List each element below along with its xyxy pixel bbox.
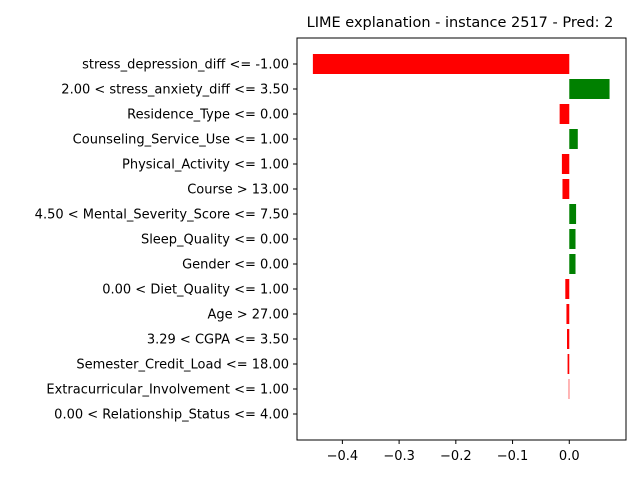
bar-1 xyxy=(569,79,610,99)
y-tick-label-9: 0.00 < Diet_Quality <= 1.00 xyxy=(102,283,289,298)
bar-0 xyxy=(312,54,570,74)
y-tick-label-10: Age > 27.00 xyxy=(207,308,289,323)
chart-title: LIME explanation - instance 2517 - Pred:… xyxy=(307,15,614,31)
y-tick-label-0: stress_depression_diff <= -1.00 xyxy=(82,58,289,73)
y-tick-label-3: Counseling_Service_Use <= 1.00 xyxy=(73,133,289,148)
x-tick-label-3: −0.1 xyxy=(497,449,529,464)
bar-10 xyxy=(566,304,570,324)
bar-11 xyxy=(567,329,570,349)
bar-7 xyxy=(569,229,576,249)
y-tick-label-8: Gender <= 0.00 xyxy=(182,258,289,273)
x-tick-label-1: −0.3 xyxy=(383,449,415,464)
bar-3 xyxy=(569,129,578,149)
bars-group xyxy=(312,54,610,399)
bar-6 xyxy=(569,204,577,224)
bar-9 xyxy=(565,279,570,299)
y-tick-label-11: 3.29 < CGPA <= 3.50 xyxy=(147,333,289,348)
y-tick-label-4: Physical_Activity <= 1.00 xyxy=(122,158,289,173)
x-tick-label-4: 0.0 xyxy=(559,449,580,464)
y-tick-label-13: Extracurricular_Involvement <= 1.00 xyxy=(46,383,289,398)
y-tick-label-6: 4.50 < Mental_Severity_Score <= 7.50 xyxy=(35,208,289,223)
y-tick-label-12: Semester_Credit_Load <= 18.00 xyxy=(76,358,289,373)
bar-12 xyxy=(567,354,570,374)
y-tick-labels: stress_depression_diff <= -1.00 2.00 < st… xyxy=(35,58,297,423)
y-tick-label-7: Sleep_Quality <= 0.00 xyxy=(141,233,289,248)
y-tick-label-2: Residence_Type <= 0.00 xyxy=(127,108,289,123)
plot-frame xyxy=(296,37,627,441)
bar-2 xyxy=(559,104,570,124)
x-tick-label-0: −0.4 xyxy=(327,449,359,464)
y-tick-label-5: Course > 13.00 xyxy=(187,183,289,198)
bar-5 xyxy=(562,179,570,199)
bar-13 xyxy=(568,379,570,399)
bar-4 xyxy=(561,154,570,174)
y-tick-label-1: 2.00 < stress_anxiety_diff <= 3.50 xyxy=(61,83,289,98)
bar-8 xyxy=(569,254,576,274)
x-axis: −0.4 −0.3 −0.2 −0.1 0.0 xyxy=(327,440,580,464)
y-tick-label-14: 0.00 < Relationship_Status <= 4.00 xyxy=(54,408,289,423)
x-tick-label-2: −0.2 xyxy=(440,449,472,464)
